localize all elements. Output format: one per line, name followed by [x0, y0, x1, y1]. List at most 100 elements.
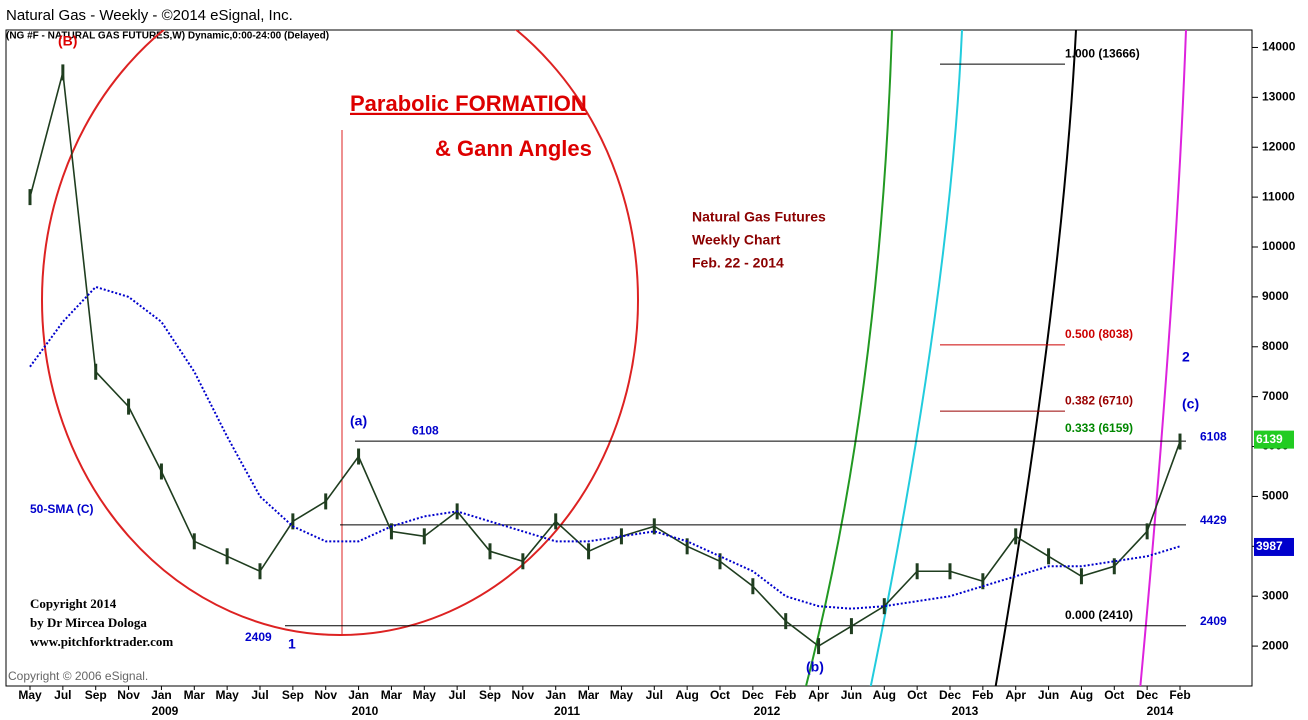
annotation: 1 — [288, 636, 296, 652]
price-bar — [1145, 523, 1149, 540]
year-label: 2011 — [554, 704, 580, 718]
price-bar — [389, 523, 393, 540]
y-tick-label: 9000 — [1262, 289, 1289, 303]
price-bar — [619, 528, 623, 545]
price-bar — [521, 553, 525, 570]
plot-layer — [28, 63, 1186, 655]
y-tick-label: 5000 — [1262, 489, 1289, 503]
price-bar — [981, 573, 985, 590]
y-tick-label: 10000 — [1262, 239, 1296, 253]
x-tick-label: Mar — [184, 688, 206, 702]
x-tick-label: Mar — [381, 688, 403, 702]
y-tick-label: 7000 — [1262, 389, 1289, 403]
annotation: (B) — [58, 33, 77, 49]
x-tick-label: Jan — [545, 688, 566, 702]
level-label: 6108 — [412, 423, 439, 437]
annotation: (b) — [806, 659, 824, 675]
x-tick-label: Feb — [972, 688, 993, 702]
x-tick-label: Dec — [742, 688, 764, 702]
fib-label: 0.382 (6710) — [1065, 393, 1133, 407]
annotation: www.pitchforktrader.com — [30, 634, 173, 649]
x-tick-label: Feb — [1169, 688, 1190, 702]
price-bar — [225, 548, 229, 565]
x-tick-label: Sep — [85, 688, 107, 702]
price-tag — [1254, 537, 1294, 556]
price-bar — [94, 363, 98, 380]
year-label: 2010 — [352, 704, 379, 718]
price-tag — [1254, 430, 1294, 449]
annotation: (a) — [350, 413, 367, 429]
price-bar — [1014, 528, 1018, 545]
annotation: (c) — [1182, 396, 1199, 412]
x-tick-label: Jul — [448, 688, 465, 702]
price-bar — [61, 64, 65, 81]
x-tick-label: Dec — [1136, 688, 1158, 702]
x-tick-label: Aug — [873, 688, 896, 702]
x-tick-label: Mar — [578, 688, 600, 702]
annotation: 2 — [1182, 349, 1190, 365]
price-bar — [324, 493, 328, 510]
price-bar — [258, 563, 262, 580]
x-tick-label: Feb — [775, 688, 796, 702]
price-bar — [291, 513, 295, 530]
price-bar — [784, 613, 788, 630]
price-bar — [127, 398, 131, 415]
price-bar — [422, 528, 426, 545]
x-tick-label: May — [610, 688, 634, 702]
x-tick-label: Oct — [710, 688, 730, 702]
y-tick-label: 13000 — [1262, 90, 1296, 104]
y-tick-label: 3000 — [1262, 588, 1289, 602]
x-tick-label: Sep — [479, 688, 501, 702]
x-tick-label: Apr — [808, 688, 829, 702]
x-tick-label: May — [18, 688, 42, 702]
annotation: Copyright 2014 — [30, 596, 117, 611]
price-bar — [718, 553, 722, 570]
x-tick-label: Oct — [907, 688, 927, 702]
x-tick-label: Jan — [151, 688, 172, 702]
price-bar — [652, 518, 656, 535]
price-bar — [948, 563, 952, 580]
price-bar — [685, 538, 689, 555]
price-bar — [1178, 433, 1182, 450]
plot-frame — [5, 29, 1253, 687]
y-tick-label: 8000 — [1262, 339, 1289, 353]
x-tick-label: Jan — [348, 688, 369, 702]
y-tick-label: 12000 — [1262, 139, 1296, 153]
fib-label: 0.000 (2410) — [1065, 608, 1133, 622]
annotation: Feb. 22 - 2014 — [692, 255, 784, 271]
annotation: Copyright © 2006 eSignal. — [8, 669, 148, 683]
price-bar — [1112, 558, 1116, 575]
x-tick-label: Aug — [1070, 688, 1093, 702]
price-bar — [882, 598, 886, 615]
y-tick-label: 2000 — [1262, 638, 1289, 652]
x-tick-label: Nov — [117, 688, 140, 702]
annotation: Weekly Chart — [692, 232, 781, 248]
level-label: 2409 — [245, 630, 272, 644]
x-tick-label: Jul — [646, 688, 663, 702]
x-tick-label: Dec — [939, 688, 961, 702]
x-tick-label: Nov — [512, 688, 535, 702]
x-tick-label: Apr — [1005, 688, 1026, 702]
price-bar — [554, 513, 558, 530]
year-label: 2009 — [152, 704, 179, 718]
series-label: 50-SMA (C) — [30, 502, 94, 516]
y-tick-label: 14000 — [1262, 40, 1296, 54]
chart-subtitle: (NG #F - NATURAL GAS FUTURES,W) Dynamic,… — [6, 31, 329, 42]
x-tick-label: Sep — [282, 688, 304, 702]
x-tick-label: Aug — [675, 688, 698, 702]
x-tick-label: Oct — [1104, 688, 1124, 702]
x-tick-label: Jun — [1038, 688, 1059, 702]
gann-curve — [1139, 30, 1187, 686]
price-bar — [488, 543, 492, 560]
price-bar — [357, 448, 361, 465]
level-label: 2409 — [1200, 614, 1227, 628]
fib-label: 0.333 (6159) — [1065, 421, 1133, 435]
annotation: Parabolic FORMATION — [350, 91, 587, 116]
sma-line — [29, 285, 1181, 610]
price-bar — [817, 638, 821, 655]
gann-curve — [804, 30, 893, 686]
fib-label: 1.000 (13666) — [1065, 46, 1140, 60]
price-tag-label: 3987 — [1256, 539, 1283, 553]
level-label: 6108 — [1200, 429, 1227, 443]
